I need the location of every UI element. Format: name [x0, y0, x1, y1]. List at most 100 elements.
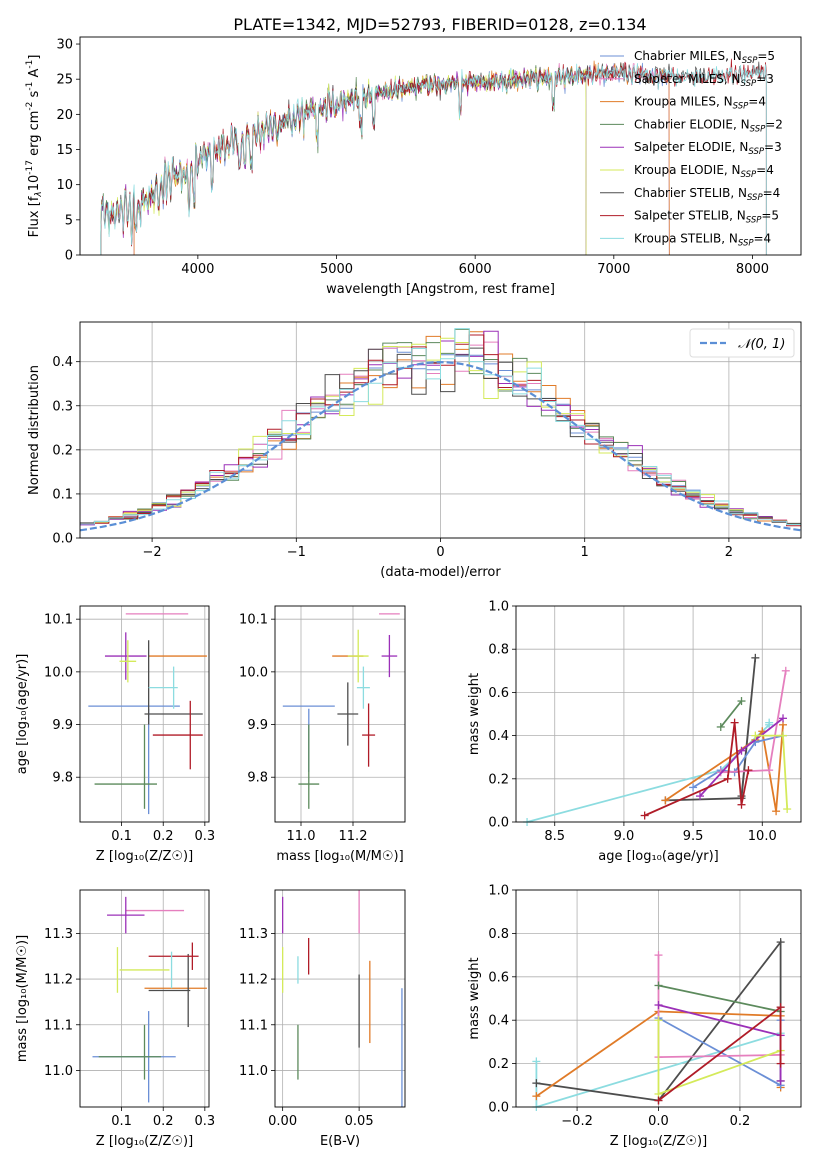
- legend-label: Chabrier ELODIE, NSSP=2: [634, 117, 783, 134]
- spectrum-panel: 4000 5000 6000 7000 8000 0 5 10 15 20 25 30 waveleng…: [25, 36, 802, 297]
- y-axis-label-part: -17: [25, 160, 35, 175]
- weight-line: [657, 955, 781, 1059]
- x-tick-label: −0.2: [561, 1114, 593, 1129]
- x-axis-label: age [log₁₀(age/yr)]: [598, 849, 719, 864]
- legend-label: 𝒩(0, 1): [738, 337, 785, 352]
- y-tick-label: 11.2: [44, 973, 73, 988]
- y-tick-label: 0.0: [52, 532, 73, 547]
- legend-value: =3: [764, 140, 782, 154]
- axes-frame: [79, 321, 802, 539]
- legend-text: Salpeter MILES, N: [634, 72, 741, 86]
- y-tick-label: 11.3: [239, 927, 268, 942]
- y-tick-label: 0.2: [488, 772, 509, 787]
- legend-box: [689, 328, 795, 358]
- axes-frame: [79, 605, 210, 823]
- legend-sub: SSP: [741, 170, 757, 180]
- x-tick-label: 0.1: [111, 1114, 132, 1129]
- y-tick-label: 11.1: [239, 1018, 268, 1033]
- legend-sub: SSP: [747, 193, 763, 203]
- y-tick-label: 0.4: [488, 729, 509, 744]
- y-axis-label-part: -1: [25, 82, 35, 91]
- x-tick-label: 10.0: [748, 829, 777, 844]
- y-axis-label: mass [log₁₀(M/M☉)]: [15, 935, 30, 1062]
- y-tick-label: 9.9: [52, 718, 73, 733]
- y-tick-label: 11.0: [239, 1064, 268, 1079]
- y-tick-label: 10.0: [44, 665, 73, 680]
- residual-histogram-panel: −2 −1 0 1 2 0.0 0.1 0.2 0.3 0.4 𝒩(0, 1) (data-model…: [27, 321, 802, 580]
- legend-text: Kroupa MILES, N: [634, 95, 733, 109]
- y-axis-label-part: Flux [f: [27, 196, 42, 237]
- age-vs-metallicity-panel: 0.1 0.2 0.3 9.8 9.9 10.0 10.1 Z [log₁₀(Z/Z☉)] ag…: [15, 605, 215, 864]
- legend-text: Chabrier STELIB, N: [634, 186, 747, 200]
- legend-sub: SSP: [748, 147, 764, 157]
- axes-frame: [515, 889, 802, 1108]
- y-tick-label: 0.6: [488, 970, 509, 985]
- legend-text: Salpeter STELIB, N: [634, 209, 746, 223]
- y-axis-label-part: -2: [25, 102, 35, 111]
- y-tick-label: 0.6: [488, 686, 509, 701]
- legend-value: =5: [757, 49, 775, 63]
- x-tick-label: 11.2: [339, 829, 368, 844]
- x-axis-label: Z [log₁₀(Z/Z☉)]: [610, 1134, 707, 1149]
- y-tick-label: 0: [65, 249, 73, 264]
- y-tick-label: 1.0: [488, 600, 509, 615]
- legend-value: =4: [754, 231, 772, 245]
- weight-line: [644, 722, 750, 817]
- y-tick-label: 0.0: [488, 1101, 509, 1116]
- y-axis-label: mass weight: [467, 957, 482, 1039]
- axes-frame: [274, 889, 406, 1108]
- x-tick-label: 4000: [181, 262, 214, 277]
- legend-label: Salpeter STELIB, NSSP=5: [634, 209, 779, 226]
- x-tick-label: −1: [287, 545, 306, 560]
- legend-label: Kroupa MILES, NSSP=4: [634, 95, 766, 112]
- y-tick-label: 11.3: [44, 927, 73, 942]
- y-tick-label: 20: [56, 108, 73, 123]
- weight-line: [658, 1017, 782, 1087]
- y-tick-label: 9.9: [247, 718, 268, 733]
- x-axis-label: (data-model)/error: [380, 565, 501, 580]
- y-axis-label-part: s: [27, 90, 42, 101]
- spectrum-line: [100, 63, 767, 255]
- x-axis-label: E(B-V): [320, 1134, 360, 1149]
- mass-vs-ebv-panel: 0.00 0.05 11.0 11.1 11.2 11.3 E(B-V): [239, 889, 406, 1149]
- x-tick-label: 0.0: [648, 1114, 669, 1129]
- y-tick-label: 11.0: [44, 1064, 73, 1079]
- x-tick-label: 2: [725, 545, 733, 560]
- x-axis-label: mass [log₁₀(M/M☉)]: [276, 849, 403, 864]
- y-tick-label: 10.1: [239, 613, 268, 628]
- axes-frame: [515, 605, 802, 823]
- y-axis-label: mass weight: [467, 673, 482, 755]
- x-tick-label: 0.00: [268, 1114, 297, 1129]
- y-tick-label: 0.0: [488, 816, 509, 831]
- x-axis-label: wavelength [Angstrom, rest frame]: [326, 282, 555, 297]
- legend-label: Chabrier MILES, NSSP=5: [634, 49, 775, 66]
- histogram-step: [80, 328, 801, 525]
- weight-line: [665, 657, 757, 802]
- x-tick-label: 0: [436, 545, 444, 560]
- y-tick-label: 0.2: [488, 1057, 509, 1072]
- legend-value: =3: [756, 72, 774, 86]
- y-axis-label-part: λ: [34, 191, 44, 197]
- x-tick-label: 0.2: [153, 829, 174, 844]
- y-tick-label: 0.3: [52, 399, 73, 414]
- legend-sub: SSP: [750, 124, 766, 134]
- y-tick-label: 10: [56, 178, 73, 193]
- legend-sub: SSP: [742, 56, 758, 66]
- y-axis-label-part: -1: [25, 60, 35, 69]
- y-tick-label: 11.2: [239, 973, 268, 988]
- legend-label: Salpeter MILES, NSSP=3: [634, 72, 774, 89]
- x-tick-label: −2: [143, 545, 162, 560]
- legend-sub: SSP: [741, 79, 757, 89]
- legend-text: Chabrier MILES, N: [634, 49, 742, 63]
- age-vs-mass-panel: 11.0 11.2 9.8 9.9 10.0 10.1 mass [log₁₀(M/M☉)]: [239, 605, 406, 864]
- y-tick-label: 5: [65, 213, 73, 228]
- legend-sub: SSP: [746, 216, 762, 226]
- y-tick-label: 0.8: [488, 927, 509, 942]
- legend-label: Kroupa ELODIE, NSSP=4: [634, 163, 774, 180]
- legend-value: =4: [756, 163, 774, 177]
- legend-text: Kroupa ELODIE, N: [634, 163, 741, 177]
- legend-value: =4: [748, 95, 766, 109]
- x-tick-label: 0.3: [194, 829, 215, 844]
- y-tick-label: 11.1: [44, 1018, 73, 1033]
